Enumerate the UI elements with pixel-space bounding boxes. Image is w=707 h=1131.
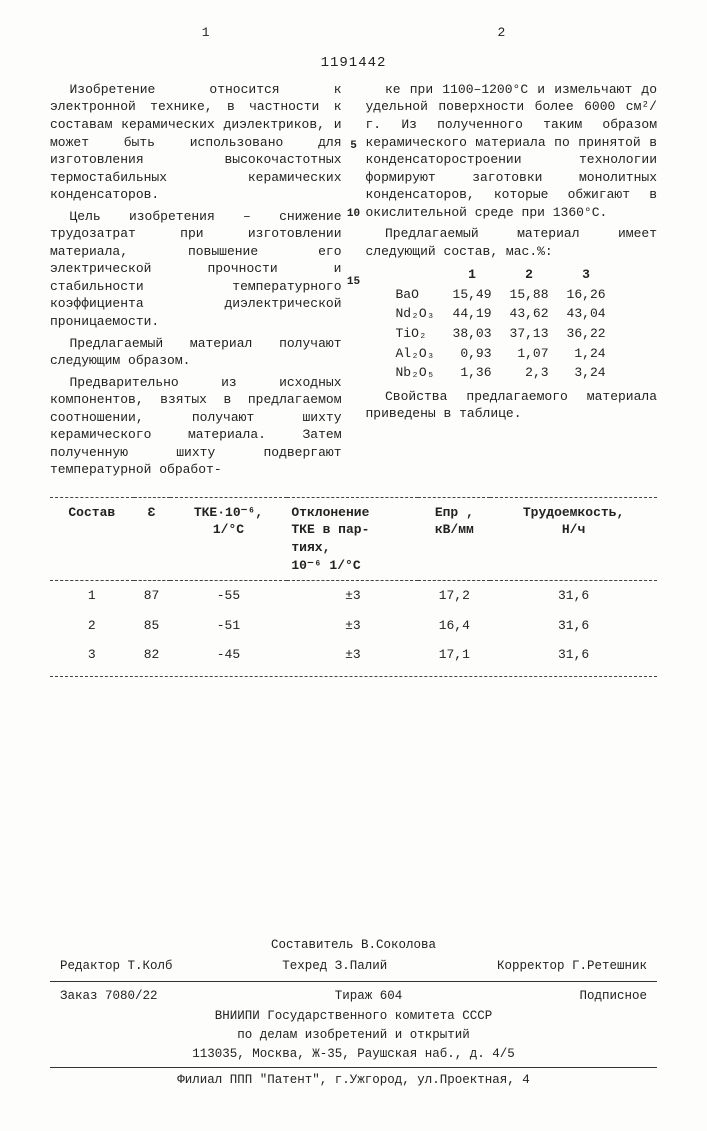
th: Ɛ	[134, 497, 170, 580]
subscription: Подписное	[579, 988, 647, 1005]
td: 1,36	[445, 364, 500, 382]
para: ке при 1100–1200°С и измельчают до удель…	[366, 81, 658, 221]
col-marker-1: 1	[202, 24, 210, 42]
order-number: Заказ 7080/22	[60, 988, 158, 1005]
td: 3	[50, 640, 134, 670]
td: TiO₂	[388, 325, 443, 343]
td: Nd₂O₃	[388, 305, 443, 323]
para: Предварительно из исходных компонентов, …	[50, 374, 342, 479]
td: 82	[134, 640, 170, 670]
td: 36,22	[559, 325, 614, 343]
tech-editor: Техред З.Палий	[282, 958, 387, 975]
td: 1	[50, 581, 134, 611]
td: Al₂O₃	[388, 345, 443, 363]
td: 16,4	[418, 611, 490, 641]
branch: Филиал ППП "Патент", г.Ужгород, ул.Проек…	[50, 1072, 657, 1089]
imprint-footer: Составитель В.Соколова Редактор Т.Колб Т…	[50, 937, 657, 1089]
compiler: Составитель В.Соколова	[50, 937, 657, 954]
td: 37,13	[502, 325, 557, 343]
td: ±3	[287, 581, 418, 611]
td: 43,04	[559, 305, 614, 323]
td: 31,6	[490, 581, 657, 611]
td: 17,2	[418, 581, 490, 611]
line-marker-5: 5	[350, 139, 357, 154]
corrector: Корректор Г.Ретешник	[497, 958, 647, 975]
properties-table: Состав Ɛ ТКЕ·10⁻⁶, 1/°С Отклонение ТКЕ в…	[50, 497, 657, 670]
composition-table: 1 2 3 BaO15,4915,8816,26 Nd₂O₃44,1943,62…	[386, 264, 616, 383]
td: -55	[170, 581, 288, 611]
td: 16,26	[559, 286, 614, 304]
td: 85	[134, 611, 170, 641]
td: 0,93	[445, 345, 500, 363]
tirazh: Тираж 604	[335, 988, 403, 1005]
td: ±3	[287, 640, 418, 670]
address: 113035, Москва, Ж-35, Раушская наб., д. …	[50, 1046, 657, 1063]
td: 38,03	[445, 325, 500, 343]
left-column: Изобретение относится к электронной техн…	[50, 81, 342, 483]
td: -51	[170, 611, 288, 641]
td: 2	[50, 611, 134, 641]
para: Предлагаемый материал имеет следующий со…	[366, 225, 658, 260]
right-column: ке при 1100–1200°С и измельчают до удель…	[366, 81, 658, 483]
para: Предлагаемый материал получают следующим…	[50, 335, 342, 370]
th: 2	[502, 266, 557, 284]
td: ±3	[287, 611, 418, 641]
td: 31,6	[490, 611, 657, 641]
line-marker-10: 10	[347, 207, 360, 222]
td: BaO	[388, 286, 443, 304]
divider	[50, 676, 657, 677]
th: Состав	[50, 497, 134, 580]
editor: Редактор Т.Колб	[60, 958, 173, 975]
line-marker-15: 15	[347, 275, 360, 290]
para: Цель изобретения – снижение трудозатрат …	[50, 208, 342, 331]
col-marker-2: 2	[497, 24, 505, 42]
table-row: 285-51±316,431,6	[50, 611, 657, 641]
table-row: 187-55±317,231,6	[50, 581, 657, 611]
th: Трудоемкость, Н/ч	[490, 497, 657, 580]
td: 2,3	[502, 364, 557, 382]
td: 44,19	[445, 305, 500, 323]
th	[388, 266, 443, 284]
divider	[50, 1067, 657, 1068]
para: Изобретение относится к электронной техн…	[50, 81, 342, 204]
td: 1,07	[502, 345, 557, 363]
th: ТКЕ·10⁻⁶, 1/°С	[170, 497, 288, 580]
td: 17,1	[418, 640, 490, 670]
th: Отклонение ТКЕ в пар- тиях, 10⁻⁶ 1/°С	[287, 497, 418, 580]
table-row: 382-45±317,131,6	[50, 640, 657, 670]
td: -45	[170, 640, 288, 670]
document-number: 1191442	[50, 54, 657, 73]
th: 3	[559, 266, 614, 284]
td: 15,49	[445, 286, 500, 304]
th: Eпр , кВ/мм	[418, 497, 490, 580]
para: Свойства предлагаемого материала приведе…	[366, 388, 658, 423]
td: 87	[134, 581, 170, 611]
td: 43,62	[502, 305, 557, 323]
td: 3,24	[559, 364, 614, 382]
org-line: ВНИИПИ Государственного комитета СССР	[50, 1008, 657, 1025]
divider	[50, 981, 657, 982]
th: 1	[445, 266, 500, 284]
td: 15,88	[502, 286, 557, 304]
td: 31,6	[490, 640, 657, 670]
td: Nb₂O₅	[388, 364, 443, 382]
td: 1,24	[559, 345, 614, 363]
org-line: по делам изобретений и открытий	[50, 1027, 657, 1044]
